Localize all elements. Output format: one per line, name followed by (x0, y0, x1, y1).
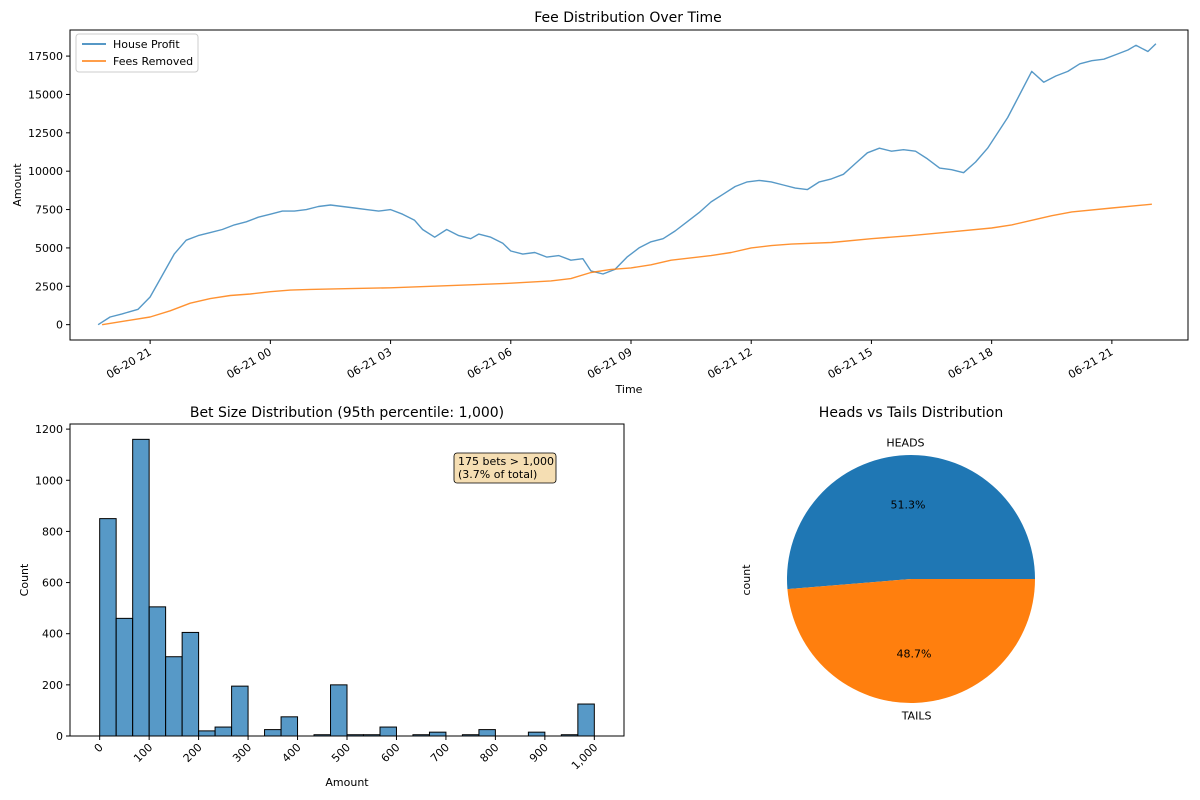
histogram-bar (280, 716, 299, 737)
histogram-bar (148, 606, 167, 737)
histogram-bar (214, 726, 233, 737)
x-tick-label: 800 (477, 741, 501, 765)
y-tick-label: 400 (42, 628, 63, 641)
x-tick-label: 06-21 18 (946, 345, 995, 381)
legend-box (75, 33, 199, 73)
histogram-x-ticks: 0 100 200 300 400 500 600 700 800 900 1,000 (92, 736, 600, 772)
x-tick-label: 06-21 00 (225, 345, 274, 381)
y-tick-label: 0 (56, 730, 63, 743)
histogram-bars (99, 438, 595, 737)
pie-label-heads: HEADS (886, 437, 924, 450)
histogram-bar (560, 734, 579, 737)
y-tick-label: 800 (42, 525, 63, 538)
histogram-chart: Bet Size Distribution (95th percentile: … (18, 405, 625, 789)
series-house-profit-line (97, 43, 1157, 326)
legend-fees-removed-label: Fees Removed (113, 55, 193, 68)
x-tick-label: 500 (329, 741, 353, 765)
line-chart-y-ticks: 0 2500 5000 7500 10000 12500 15000 17500 (28, 50, 70, 332)
histogram-x-label: Amount (325, 776, 369, 789)
x-tick-label: 400 (280, 741, 304, 765)
histogram-bar (165, 656, 183, 737)
histogram-bar (181, 631, 200, 737)
y-tick-label: 15000 (28, 88, 63, 101)
x-tick-label: 300 (230, 741, 254, 765)
x-tick-label: 06-21 21 (1066, 345, 1115, 381)
pie-title: Heads vs Tails Distribution (819, 405, 1003, 421)
annotation-box (453, 452, 557, 484)
line-chart-series (97, 43, 1157, 326)
pie-slice-tails (787, 579, 1035, 704)
line-chart: Fee Distribution Over Time 0 2500 5000 7500… (11, 10, 1189, 396)
x-tick-label: 06-20 21 (104, 345, 153, 381)
legend-house-profit-label: House Profit (113, 38, 180, 51)
histogram-bar (115, 617, 134, 737)
histogram-bar (461, 734, 480, 737)
x-tick-label: 600 (379, 741, 403, 765)
histogram-bar (527, 731, 546, 737)
histogram-bar (99, 518, 117, 737)
histogram-bar (330, 684, 348, 737)
y-tick-label: 12500 (28, 127, 63, 140)
line-chart-y-label: Amount (11, 163, 24, 207)
histogram-bar (313, 734, 331, 737)
x-tick-label: 700 (428, 741, 452, 765)
histogram-bar (428, 731, 447, 737)
histogram-bar (132, 438, 150, 737)
line-chart-legend: House Profit Fees Removed (75, 33, 199, 73)
x-tick-label: 06-21 09 (585, 345, 634, 381)
pie-y-label: count (740, 564, 753, 596)
histogram-bar (412, 734, 430, 737)
histogram-annotation: 175 bets > 1,000 (3.7% of total) (453, 452, 557, 484)
histogram-y-ticks: 0 200 400 600 800 1000 1200 (35, 423, 70, 743)
histogram-bar (362, 734, 381, 737)
histogram-y-label: Count (18, 563, 31, 596)
line-chart-frame (69, 29, 1189, 341)
pie-label-tails: TAILS (901, 709, 932, 722)
x-tick-label: 06-21 15 (826, 345, 875, 381)
y-tick-label: 600 (42, 577, 63, 590)
y-tick-label: 200 (42, 679, 63, 692)
y-tick-label: 0 (56, 319, 63, 332)
x-tick-label: 06-21 06 (465, 345, 514, 381)
y-tick-label: 10000 (28, 165, 63, 178)
histogram-bar (346, 734, 364, 737)
pie-pct-heads: 51.3% (890, 499, 925, 512)
line-chart-title: Fee Distribution Over Time (534, 10, 721, 26)
histogram-bar (478, 729, 496, 737)
histogram-bar (231, 685, 249, 737)
y-tick-label: 1200 (35, 423, 63, 436)
pie-slices: HEADS 51.3% TAILS 48.7% (787, 437, 1035, 722)
x-tick-label: 06-21 03 (345, 345, 394, 381)
y-tick-label: 1000 (35, 474, 63, 487)
x-tick-label: 1,000 (569, 741, 600, 772)
histogram-title: Bet Size Distribution (95th percentile: … (190, 405, 504, 421)
line-chart-x-ticks: 06-20 21 06-21 00 06-21 03 06-21 06 06-21 09… (104, 340, 1115, 381)
histogram-bar (577, 703, 595, 737)
pie-slice-heads (787, 455, 1035, 590)
histogram-bar (198, 730, 216, 737)
histogram-bar (379, 726, 397, 737)
annotation-line-2: (3.7% of total) (458, 468, 537, 481)
annotation-line-1: 175 bets > 1,000 (458, 455, 554, 468)
y-tick-label: 2500 (35, 280, 63, 293)
series-fees-removed-line (101, 203, 1152, 326)
x-tick-label: 06-21 12 (705, 345, 754, 381)
line-chart-x-label: Time (615, 383, 643, 396)
x-tick-label: 900 (527, 741, 551, 765)
pie-chart: Heads vs Tails Distribution count HEADS 5… (740, 405, 1035, 722)
y-tick-label: 5000 (35, 242, 63, 255)
histogram-bar (264, 729, 282, 737)
x-tick-label: 200 (181, 741, 205, 765)
x-tick-label: 0 (92, 741, 106, 755)
x-tick-label: 100 (131, 741, 155, 765)
y-tick-label: 7500 (35, 204, 63, 217)
pie-pct-tails: 48.7% (897, 647, 932, 660)
y-tick-label: 17500 (28, 50, 63, 63)
